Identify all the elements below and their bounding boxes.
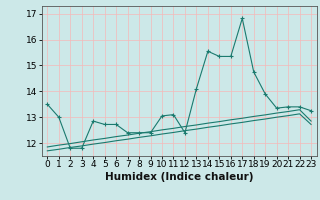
X-axis label: Humidex (Indice chaleur): Humidex (Indice chaleur) [105,172,253,182]
